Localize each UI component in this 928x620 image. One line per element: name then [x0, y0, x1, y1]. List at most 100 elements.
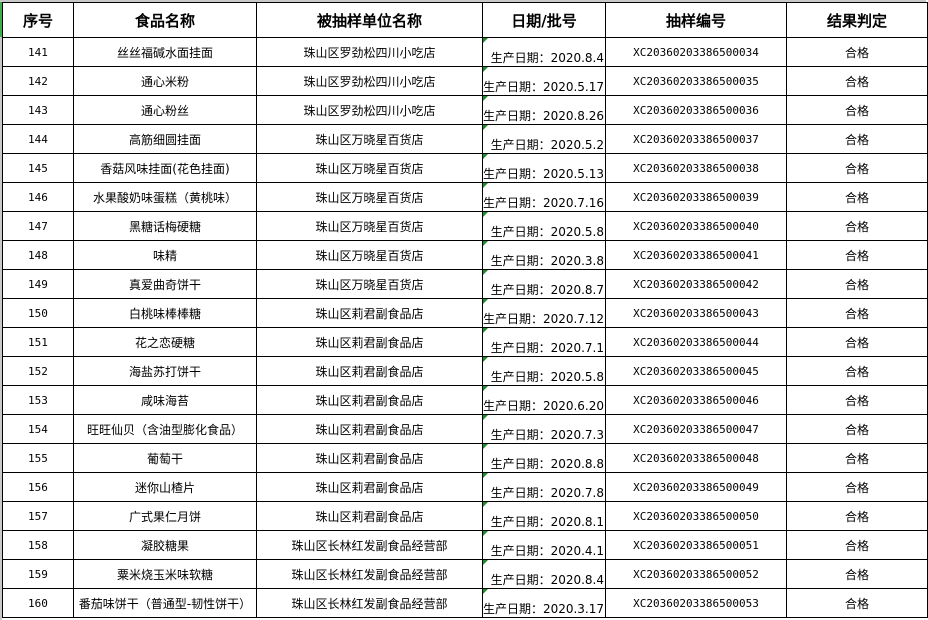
cell-date[interactable]: 生产日期：2020.7.16: [481, 182, 607, 212]
cell-sampled-unit[interactable]: 珠山区万晓星百货店: [255, 124, 483, 154]
cell-index[interactable]: 147: [2, 211, 74, 241]
cell-index[interactable]: 151: [2, 327, 74, 357]
cell-result[interactable]: 合格: [785, 385, 928, 415]
cell-date[interactable]: 生产日期：2020.7.8: [481, 472, 607, 502]
cell-sample-code[interactable]: XC20360203386500049: [605, 472, 787, 502]
cell-index[interactable]: 143: [2, 95, 74, 125]
cell-result[interactable]: 合格: [785, 414, 928, 444]
cell-sample-code[interactable]: XC20360203386500050: [605, 501, 787, 531]
header-date-batch[interactable]: 日期/批号: [481, 2, 607, 38]
cell-food-name[interactable]: 花之恋硬糖: [72, 327, 257, 357]
cell-food-name[interactable]: 白桃味棒棒糖: [72, 298, 257, 328]
cell-result[interactable]: 合格: [785, 443, 928, 473]
cell-sampled-unit[interactable]: 珠山区莉君副食品店: [255, 472, 483, 502]
cell-sampled-unit[interactable]: 珠山区万晓星百货店: [255, 211, 483, 241]
cell-result[interactable]: 合格: [785, 356, 928, 386]
cell-result[interactable]: 合格: [785, 298, 928, 328]
cell-food-name[interactable]: 真爱曲奇饼干: [72, 269, 257, 299]
cell-sampled-unit[interactable]: 珠山区万晓星百货店: [255, 240, 483, 270]
cell-sample-code[interactable]: XC20360203386500048: [605, 443, 787, 473]
cell-date[interactable]: 生产日期：2020.4.1: [481, 530, 607, 560]
cell-date[interactable]: 生产日期：2020.5.8: [481, 211, 607, 241]
cell-index[interactable]: 142: [2, 66, 74, 96]
cell-food-name[interactable]: 丝丝福碱水面挂面: [72, 37, 257, 67]
cell-sampled-unit[interactable]: 珠山区莉君副食品店: [255, 443, 483, 473]
cell-date[interactable]: 生产日期：2020.8.26: [481, 95, 607, 125]
cell-index[interactable]: 146: [2, 182, 74, 212]
cell-result[interactable]: 合格: [785, 182, 928, 212]
cell-result[interactable]: 合格: [785, 327, 928, 357]
cell-food-name[interactable]: 黑糖话梅硬糖: [72, 211, 257, 241]
cell-sample-code[interactable]: XC20360203386500042: [605, 269, 787, 299]
cell-food-name[interactable]: 葡萄干: [72, 443, 257, 473]
cell-sampled-unit[interactable]: 珠山区长林红发副食品经营部: [255, 559, 483, 589]
cell-result[interactable]: 合格: [785, 472, 928, 502]
cell-index[interactable]: 154: [2, 414, 74, 444]
header-food-name[interactable]: 食品名称: [72, 2, 257, 38]
cell-sample-code[interactable]: XC20360203386500044: [605, 327, 787, 357]
cell-date[interactable]: 生产日期：2020.8.7: [481, 269, 607, 299]
cell-index[interactable]: 141: [2, 37, 74, 67]
cell-date[interactable]: 生产日期：2020.8.8: [481, 443, 607, 473]
cell-date[interactable]: 生产日期：2020.7.12: [481, 298, 607, 328]
cell-sampled-unit[interactable]: 珠山区莉君副食品店: [255, 414, 483, 444]
cell-index[interactable]: 157: [2, 501, 74, 531]
cell-index[interactable]: 152: [2, 356, 74, 386]
cell-date[interactable]: 生产日期：2020.8.4: [481, 37, 607, 67]
cell-result[interactable]: 合格: [785, 501, 928, 531]
cell-result[interactable]: 合格: [785, 559, 928, 589]
cell-index[interactable]: 159: [2, 559, 74, 589]
cell-date[interactable]: 生产日期：2020.7.1: [481, 327, 607, 357]
cell-sampled-unit[interactable]: 珠山区长林红发副食品经营部: [255, 530, 483, 560]
cell-index[interactable]: 149: [2, 269, 74, 299]
cell-food-name[interactable]: 味精: [72, 240, 257, 270]
cell-food-name[interactable]: 广式果仁月饼: [72, 501, 257, 531]
cell-food-name[interactable]: 海盐苏打饼干: [72, 356, 257, 386]
header-result[interactable]: 结果判定: [785, 2, 928, 38]
cell-sampled-unit[interactable]: 珠山区长林红发副食品经营部: [255, 588, 483, 618]
cell-sample-code[interactable]: XC20360203386500036: [605, 95, 787, 125]
cell-date[interactable]: 生产日期：2020.6.20: [481, 385, 607, 415]
cell-food-name[interactable]: 迷你山楂片: [72, 472, 257, 502]
cell-index[interactable]: 150: [2, 298, 74, 328]
cell-result[interactable]: 合格: [785, 530, 928, 560]
cell-sample-code[interactable]: XC20360203386500039: [605, 182, 787, 212]
cell-food-name[interactable]: 咸味海苔: [72, 385, 257, 415]
cell-sample-code[interactable]: XC20360203386500053: [605, 588, 787, 618]
cell-result[interactable]: 合格: [785, 37, 928, 67]
cell-result[interactable]: 合格: [785, 124, 928, 154]
cell-index[interactable]: 156: [2, 472, 74, 502]
cell-sample-code[interactable]: XC20360203386500034: [605, 37, 787, 67]
cell-date[interactable]: 生产日期：2020.5.2: [481, 124, 607, 154]
cell-sample-code[interactable]: XC20360203386500043: [605, 298, 787, 328]
cell-sampled-unit[interactable]: 珠山区罗劲松四川小吃店: [255, 95, 483, 125]
cell-sampled-unit[interactable]: 珠山区万晓星百货店: [255, 153, 483, 183]
cell-result[interactable]: 合格: [785, 95, 928, 125]
cell-result[interactable]: 合格: [785, 240, 928, 270]
cell-sampled-unit[interactable]: 珠山区莉君副食品店: [255, 356, 483, 386]
cell-sample-code[interactable]: XC20360203386500051: [605, 530, 787, 560]
cell-sample-code[interactable]: XC20360203386500052: [605, 559, 787, 589]
cell-result[interactable]: 合格: [785, 211, 928, 241]
cell-sampled-unit[interactable]: 珠山区莉君副食品店: [255, 501, 483, 531]
cell-date[interactable]: 生产日期：2020.8.4: [481, 559, 607, 589]
cell-food-name[interactable]: 通心米粉: [72, 66, 257, 96]
cell-index[interactable]: 148: [2, 240, 74, 270]
cell-food-name[interactable]: 番茄味饼干（普通型-韧性饼干）: [72, 588, 257, 618]
cell-sample-code[interactable]: XC20360203386500047: [605, 414, 787, 444]
cell-food-name[interactable]: 香菇风味挂面(花色挂面): [72, 153, 257, 183]
cell-index[interactable]: 158: [2, 530, 74, 560]
cell-food-name[interactable]: 水果酸奶味蛋糕（黄桃味）: [72, 182, 257, 212]
cell-sampled-unit[interactable]: 珠山区莉君副食品店: [255, 298, 483, 328]
cell-sample-code[interactable]: XC20360203386500035: [605, 66, 787, 96]
cell-sampled-unit[interactable]: 珠山区莉君副食品店: [255, 327, 483, 357]
cell-result[interactable]: 合格: [785, 66, 928, 96]
cell-sampled-unit[interactable]: 珠山区万晓星百货店: [255, 182, 483, 212]
cell-date[interactable]: 生产日期：2020.7.3: [481, 414, 607, 444]
cell-sample-code[interactable]: XC20360203386500038: [605, 153, 787, 183]
cell-date[interactable]: 生产日期：2020.3.17: [481, 588, 607, 618]
cell-food-name[interactable]: 粟米烧玉米味软糖: [72, 559, 257, 589]
cell-food-name[interactable]: 高筋细圆挂面: [72, 124, 257, 154]
cell-food-name[interactable]: 通心粉丝: [72, 95, 257, 125]
header-sampled-unit[interactable]: 被抽样单位名称: [255, 2, 483, 38]
